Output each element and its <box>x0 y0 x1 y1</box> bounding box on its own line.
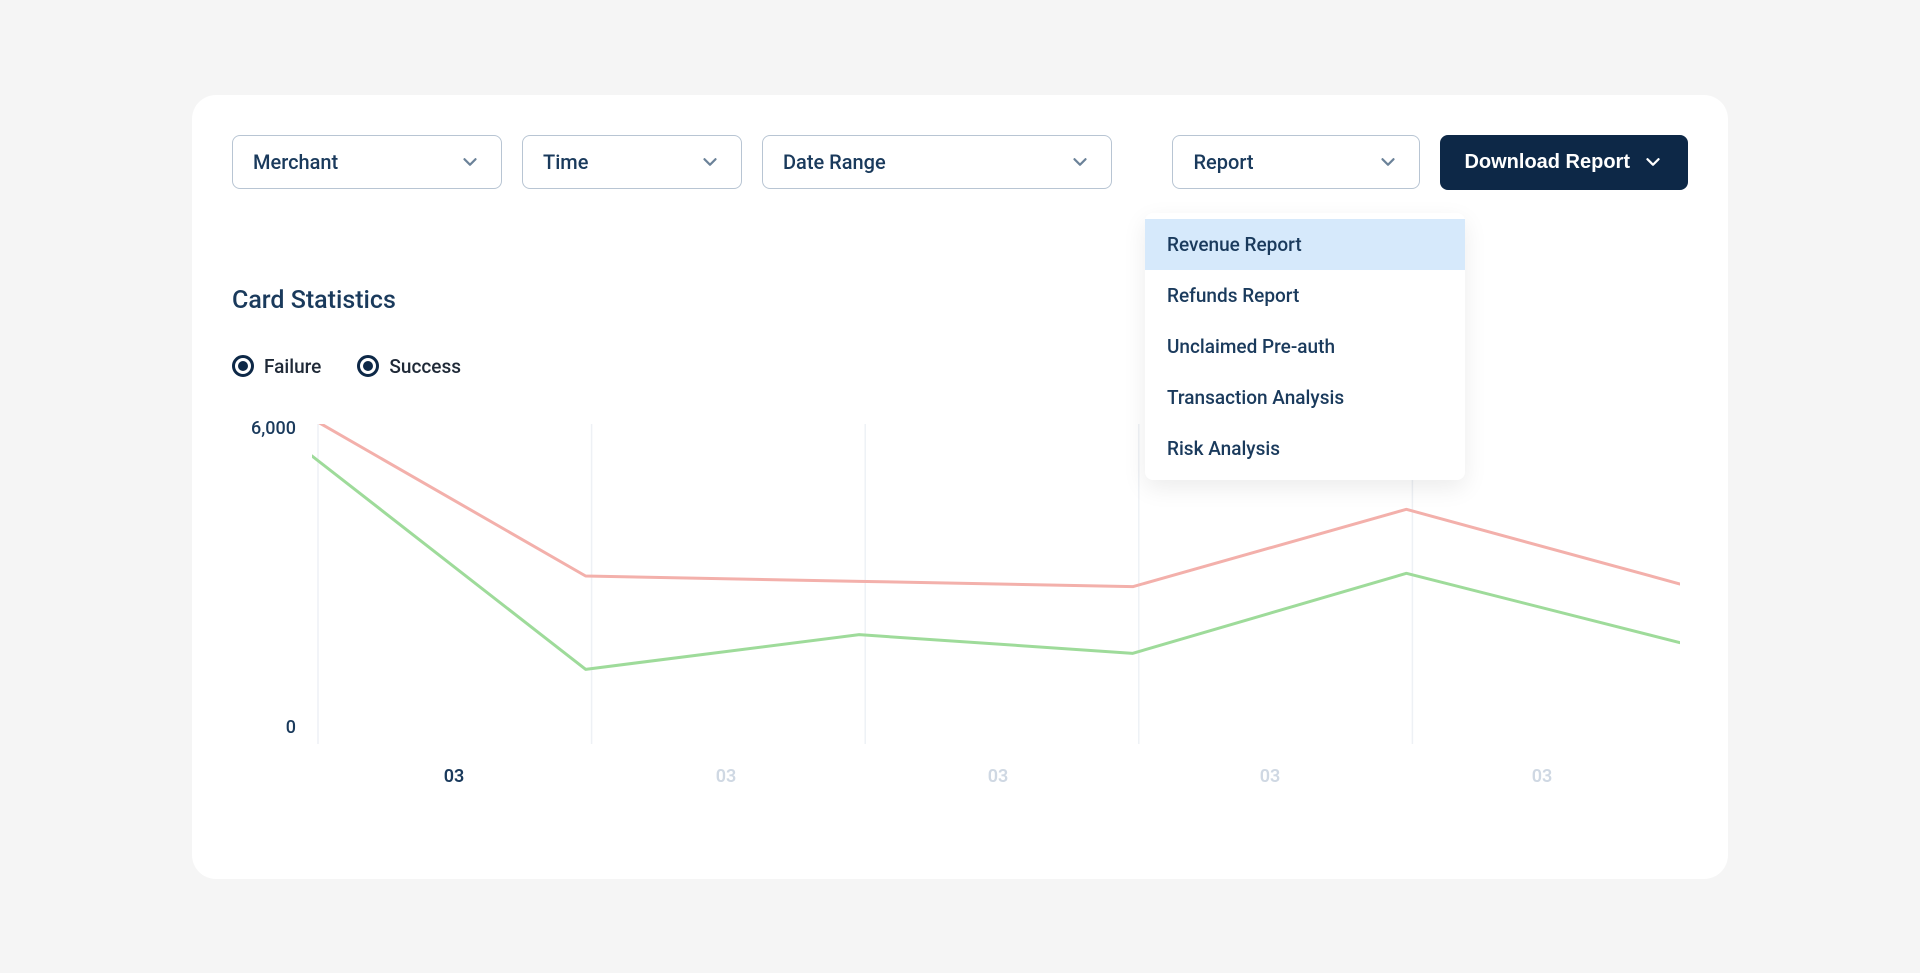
chevron-down-icon <box>1642 151 1664 173</box>
report-option-refunds[interactable]: Refunds Report <box>1145 270 1465 321</box>
legend-item-failure[interactable]: Failure <box>232 355 321 378</box>
report-select[interactable]: Report <box>1172 135 1420 189</box>
y-tick-min: 0 <box>286 717 296 738</box>
x-tick-label: 03 <box>318 766 590 787</box>
chevron-down-icon <box>1069 151 1091 173</box>
legend-failure-label: Failure <box>264 355 321 378</box>
merchant-select-label: Merchant <box>253 150 338 174</box>
report-option-unclaimed[interactable]: Unclaimed Pre-auth <box>1145 321 1465 372</box>
x-tick-label: 03 <box>1406 766 1678 787</box>
y-tick-max: 6,000 <box>251 418 296 439</box>
x-tick-label: 03 <box>1134 766 1406 787</box>
section-title: Card Statistics <box>232 286 1688 315</box>
chart-plot <box>312 424 1680 744</box>
download-report-button[interactable]: Download Report <box>1440 135 1688 190</box>
date-range-select-label: Date Range <box>783 150 886 174</box>
report-option-risk[interactable]: Risk Analysis <box>1145 423 1465 474</box>
time-select-label: Time <box>543 150 588 174</box>
report-option-revenue[interactable]: Revenue Report <box>1145 219 1465 270</box>
x-axis-labels: 0303030303 <box>318 766 1688 787</box>
radio-icon <box>357 355 379 377</box>
download-report-label: Download Report <box>1464 151 1630 174</box>
legend-item-success[interactable]: Success <box>357 355 461 378</box>
radio-icon <box>232 355 254 377</box>
chevron-down-icon <box>699 151 721 173</box>
chart-legend: Failure Success <box>232 355 1688 378</box>
dashboard-card: Merchant Time Date Range Report Download… <box>192 95 1728 879</box>
chevron-down-icon <box>1377 151 1399 173</box>
y-axis-labels: 6,000 0 <box>232 418 296 738</box>
chevron-down-icon <box>459 151 481 173</box>
filters-row: Merchant Time Date Range Report Download… <box>232 135 1688 190</box>
x-tick-label: 03 <box>862 766 1134 787</box>
date-range-select[interactable]: Date Range <box>762 135 1112 189</box>
report-dropdown-panel: Revenue Report Refunds Report Unclaimed … <box>1145 213 1465 480</box>
chart: 6,000 0 0303030303 <box>232 418 1688 787</box>
x-tick-label: 03 <box>590 766 862 787</box>
legend-success-label: Success <box>389 355 461 378</box>
merchant-select[interactable]: Merchant <box>232 135 502 189</box>
report-select-label: Report <box>1193 150 1253 174</box>
report-option-transaction[interactable]: Transaction Analysis <box>1145 372 1465 423</box>
time-select[interactable]: Time <box>522 135 742 189</box>
